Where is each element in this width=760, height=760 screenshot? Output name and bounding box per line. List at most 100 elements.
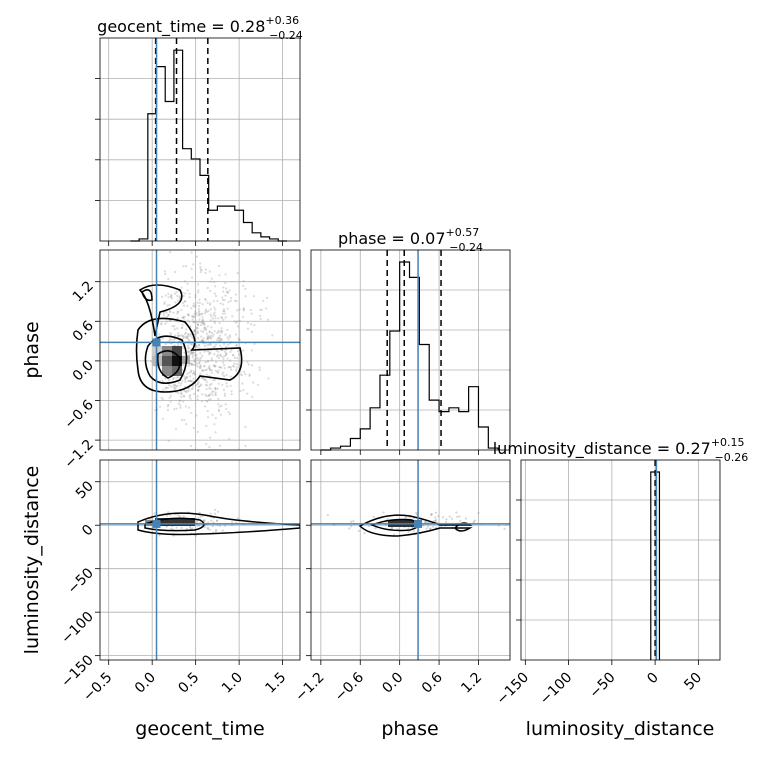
scatter-point bbox=[169, 332, 172, 335]
scatter-point bbox=[181, 301, 185, 304]
scatter-point bbox=[203, 526, 206, 529]
scatter-point bbox=[236, 272, 239, 275]
scatter-point bbox=[214, 528, 218, 532]
scatter-point bbox=[233, 320, 236, 323]
scatter-point bbox=[218, 274, 221, 277]
x-tick-label: 0.0 bbox=[132, 670, 159, 697]
scatter-point bbox=[195, 353, 198, 357]
scatter-point bbox=[230, 521, 234, 524]
scatter-point bbox=[192, 377, 195, 380]
x-tick-label: −50 bbox=[586, 670, 618, 702]
scatter-point bbox=[220, 327, 223, 330]
scatter-point bbox=[163, 270, 166, 273]
scatter-point bbox=[248, 456, 250, 458]
scatter-point bbox=[222, 318, 225, 321]
scatter-point bbox=[404, 516, 407, 520]
scatter-point bbox=[217, 356, 221, 359]
scatter-point bbox=[226, 343, 230, 347]
scatter-point bbox=[208, 270, 211, 273]
scatter-point bbox=[175, 526, 178, 529]
scatter-point bbox=[178, 334, 181, 337]
scatter-point bbox=[177, 381, 181, 385]
scatter-point bbox=[208, 446, 211, 449]
scatter-point bbox=[187, 351, 190, 354]
scatter-point bbox=[206, 337, 209, 340]
scatter-point bbox=[424, 521, 427, 524]
hist-frame-phase bbox=[310, 249, 511, 451]
scatter-point bbox=[205, 381, 208, 384]
scatter-point bbox=[182, 335, 185, 338]
scatter-point bbox=[189, 353, 192, 356]
scatter-point bbox=[193, 305, 196, 308]
scatter-point bbox=[203, 326, 206, 330]
scatter-point bbox=[216, 299, 219, 302]
scatter-point bbox=[242, 309, 245, 312]
scatter-point bbox=[164, 272, 167, 276]
scatter-point bbox=[430, 513, 433, 516]
scatter-point bbox=[214, 392, 217, 396]
scatter-point bbox=[193, 320, 196, 323]
scatter-point bbox=[209, 289, 212, 292]
scatter-point bbox=[349, 520, 353, 523]
scatter-point bbox=[225, 353, 228, 357]
scatter-point bbox=[191, 315, 194, 318]
scatter-point bbox=[229, 350, 232, 354]
scatter-point bbox=[175, 376, 178, 379]
scatter-point bbox=[219, 344, 222, 347]
scatter-point bbox=[166, 304, 169, 307]
scatter-point bbox=[423, 521, 426, 524]
scatter-point bbox=[218, 405, 221, 408]
scatter-point bbox=[208, 394, 211, 397]
scatter-grid-luminosity_distance-geocent_time bbox=[100, 460, 300, 660]
scatter-point bbox=[199, 365, 202, 368]
scatter-point bbox=[168, 339, 171, 342]
scatter-point bbox=[181, 326, 184, 329]
scatter-point bbox=[158, 534, 161, 537]
scatter-point bbox=[219, 338, 222, 341]
scatter-point bbox=[181, 323, 184, 327]
scatter-point bbox=[213, 345, 216, 348]
scatter-point bbox=[199, 262, 202, 265]
scatter-point bbox=[173, 386, 176, 390]
scatter-point bbox=[202, 519, 205, 522]
scatter-point bbox=[186, 344, 190, 347]
scatter-point bbox=[213, 311, 216, 314]
scatter-point bbox=[186, 333, 189, 336]
scatter-point bbox=[228, 412, 231, 416]
scatter-point bbox=[217, 317, 220, 320]
scatter-point bbox=[206, 349, 209, 353]
scatter-point bbox=[199, 268, 202, 271]
scatter-point bbox=[171, 324, 174, 328]
scatter-point bbox=[205, 388, 208, 391]
scatter-point bbox=[205, 425, 208, 428]
scatter-point bbox=[203, 326, 206, 329]
scatter-point bbox=[240, 373, 243, 377]
scatter-point bbox=[173, 408, 176, 411]
scatter-point bbox=[214, 388, 217, 391]
scatter-point bbox=[437, 515, 440, 518]
scatter-point bbox=[173, 270, 177, 274]
scatter-point bbox=[221, 529, 224, 532]
scatter-point bbox=[197, 304, 201, 308]
scatter-point bbox=[161, 417, 165, 420]
scatter-point bbox=[213, 365, 217, 368]
scatter-point bbox=[177, 332, 180, 335]
scatter-point bbox=[214, 530, 218, 533]
scatter-point bbox=[222, 310, 225, 313]
scatter-point bbox=[210, 277, 213, 280]
scatter-point bbox=[195, 520, 199, 524]
scatter-point bbox=[198, 524, 201, 527]
scatter-point bbox=[214, 317, 217, 320]
scatter-point bbox=[206, 325, 209, 328]
scatter-point bbox=[210, 337, 213, 340]
scatter-point bbox=[219, 366, 222, 369]
scatter-point bbox=[200, 329, 203, 333]
scatter-point bbox=[231, 353, 235, 357]
scatter-point bbox=[192, 263, 195, 266]
scatter-point bbox=[211, 317, 215, 320]
scatter-point bbox=[195, 356, 198, 359]
scatter-point bbox=[190, 267, 193, 271]
scatter-point bbox=[160, 322, 163, 325]
scatter-point bbox=[218, 337, 221, 340]
scatter-point bbox=[227, 300, 230, 304]
